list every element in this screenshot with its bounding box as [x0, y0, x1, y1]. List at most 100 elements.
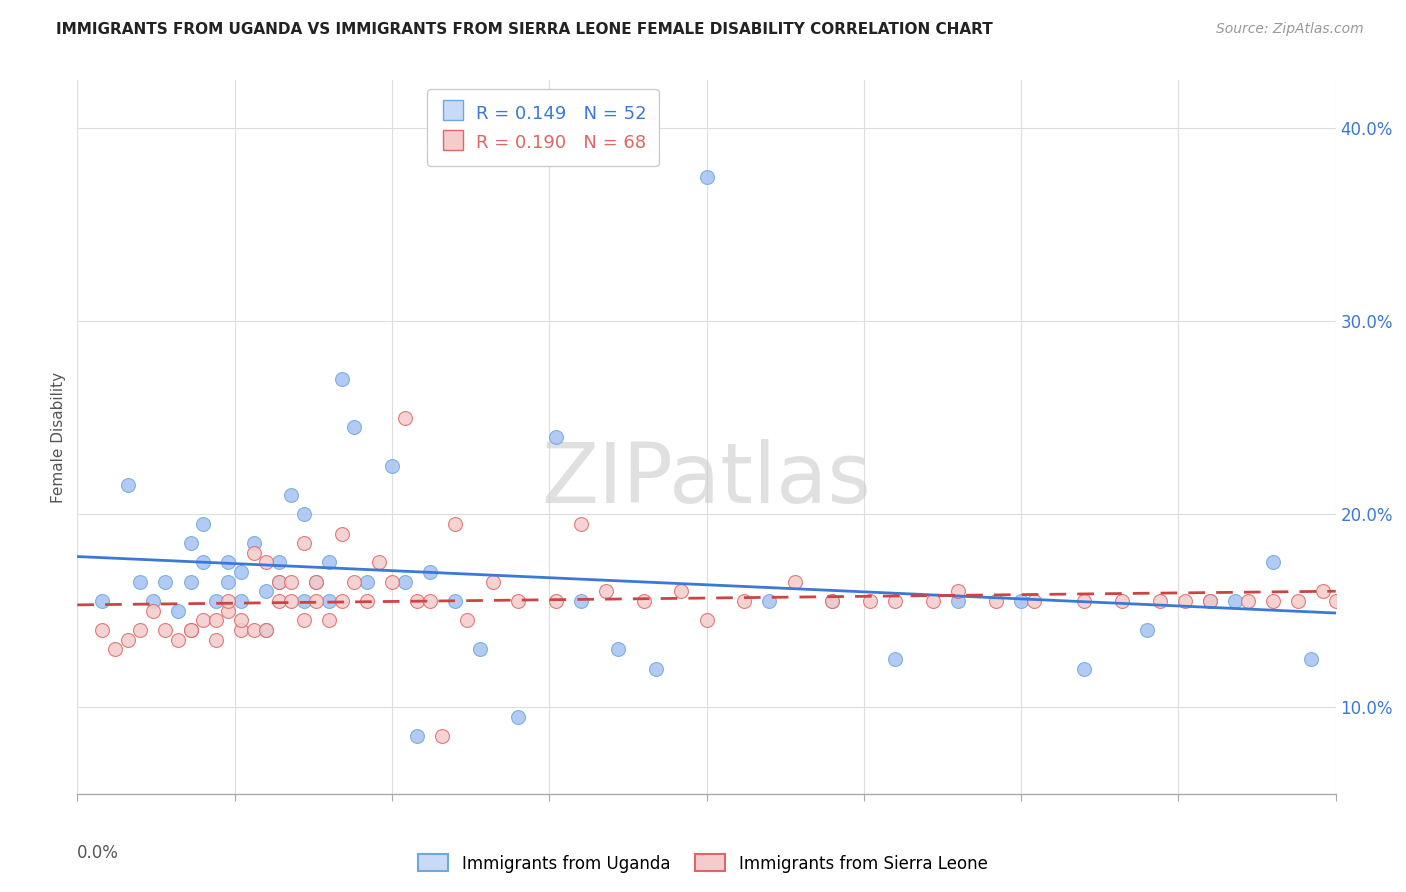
Point [1198, 594, 1220, 608]
Point [104, 642, 127, 657]
Point [1286, 594, 1309, 608]
Point [569, 516, 592, 531]
Point [91, 594, 114, 608]
Point [343, 574, 366, 589]
Point [1236, 594, 1258, 608]
Y-axis label: Female Disability: Female Disability [51, 371, 66, 503]
Text: 0.0%: 0.0% [77, 844, 120, 862]
Point [595, 584, 617, 599]
Point [267, 556, 290, 570]
Point [305, 574, 328, 589]
Point [406, 594, 429, 608]
Point [368, 556, 391, 570]
Point [305, 574, 328, 589]
Point [229, 623, 252, 637]
Point [758, 594, 780, 608]
Text: Source: ZipAtlas.com: Source: ZipAtlas.com [1216, 22, 1364, 37]
Point [356, 574, 378, 589]
Point [394, 410, 416, 425]
Point [633, 594, 655, 608]
Point [444, 516, 467, 531]
Point [696, 613, 718, 627]
Point [142, 604, 165, 618]
Point [280, 488, 302, 502]
Legend: Immigrants from Uganda, Immigrants from Sierra Leone: Immigrants from Uganda, Immigrants from … [412, 847, 994, 880]
Point [330, 594, 353, 608]
Point [1022, 594, 1045, 608]
Point [696, 169, 718, 184]
Point [1198, 594, 1220, 608]
Point [242, 536, 264, 550]
Point [1223, 594, 1246, 608]
Point [217, 574, 239, 589]
Point [217, 594, 239, 608]
Point [292, 507, 315, 521]
Point [292, 613, 315, 627]
Point [191, 556, 215, 570]
Point [984, 594, 1007, 608]
Point [343, 420, 366, 434]
Point [1261, 556, 1284, 570]
Point [229, 565, 252, 579]
Point [432, 729, 454, 743]
Point [444, 594, 467, 608]
Point [180, 623, 202, 637]
Point [305, 594, 328, 608]
Point [783, 574, 806, 589]
Point [117, 478, 139, 492]
Point [1111, 594, 1133, 608]
Text: ZIPatlas: ZIPatlas [541, 440, 872, 520]
Point [922, 594, 945, 608]
Point [859, 594, 882, 608]
Point [129, 574, 152, 589]
Point [544, 430, 567, 444]
Point [1261, 594, 1284, 608]
Point [318, 594, 340, 608]
Point [167, 604, 190, 618]
Point [280, 574, 302, 589]
Point [821, 594, 844, 608]
Point [242, 546, 264, 560]
Point [142, 594, 165, 608]
Point [607, 642, 630, 657]
Point [229, 613, 252, 627]
Point [381, 574, 404, 589]
Point [468, 642, 491, 657]
Point [406, 729, 429, 743]
Point [318, 613, 340, 627]
Point [884, 652, 907, 666]
Point [254, 623, 277, 637]
Point [1073, 594, 1095, 608]
Point [1010, 594, 1032, 608]
Point [671, 584, 693, 599]
Point [419, 594, 441, 608]
Point [292, 536, 315, 550]
Point [191, 613, 215, 627]
Point [381, 458, 404, 473]
Point [733, 594, 755, 608]
Point [356, 594, 378, 608]
Point [1073, 661, 1095, 675]
Point [155, 574, 177, 589]
Point [292, 594, 315, 608]
Point [254, 584, 277, 599]
Point [1312, 584, 1334, 599]
Point [204, 613, 226, 627]
Point [1149, 594, 1171, 608]
Point [229, 594, 252, 608]
Legend: R = 0.149   N = 52, R = 0.190   N = 68: R = 0.149 N = 52, R = 0.190 N = 68 [427, 89, 659, 166]
Point [506, 594, 529, 608]
Point [1324, 594, 1347, 608]
Point [456, 613, 478, 627]
Point [267, 574, 290, 589]
Point [267, 574, 290, 589]
Point [645, 661, 668, 675]
Point [117, 632, 139, 647]
Point [217, 556, 239, 570]
Point [204, 594, 226, 608]
Point [191, 516, 215, 531]
Point [155, 623, 177, 637]
Point [91, 623, 114, 637]
Point [948, 594, 970, 608]
Point [1136, 623, 1159, 637]
